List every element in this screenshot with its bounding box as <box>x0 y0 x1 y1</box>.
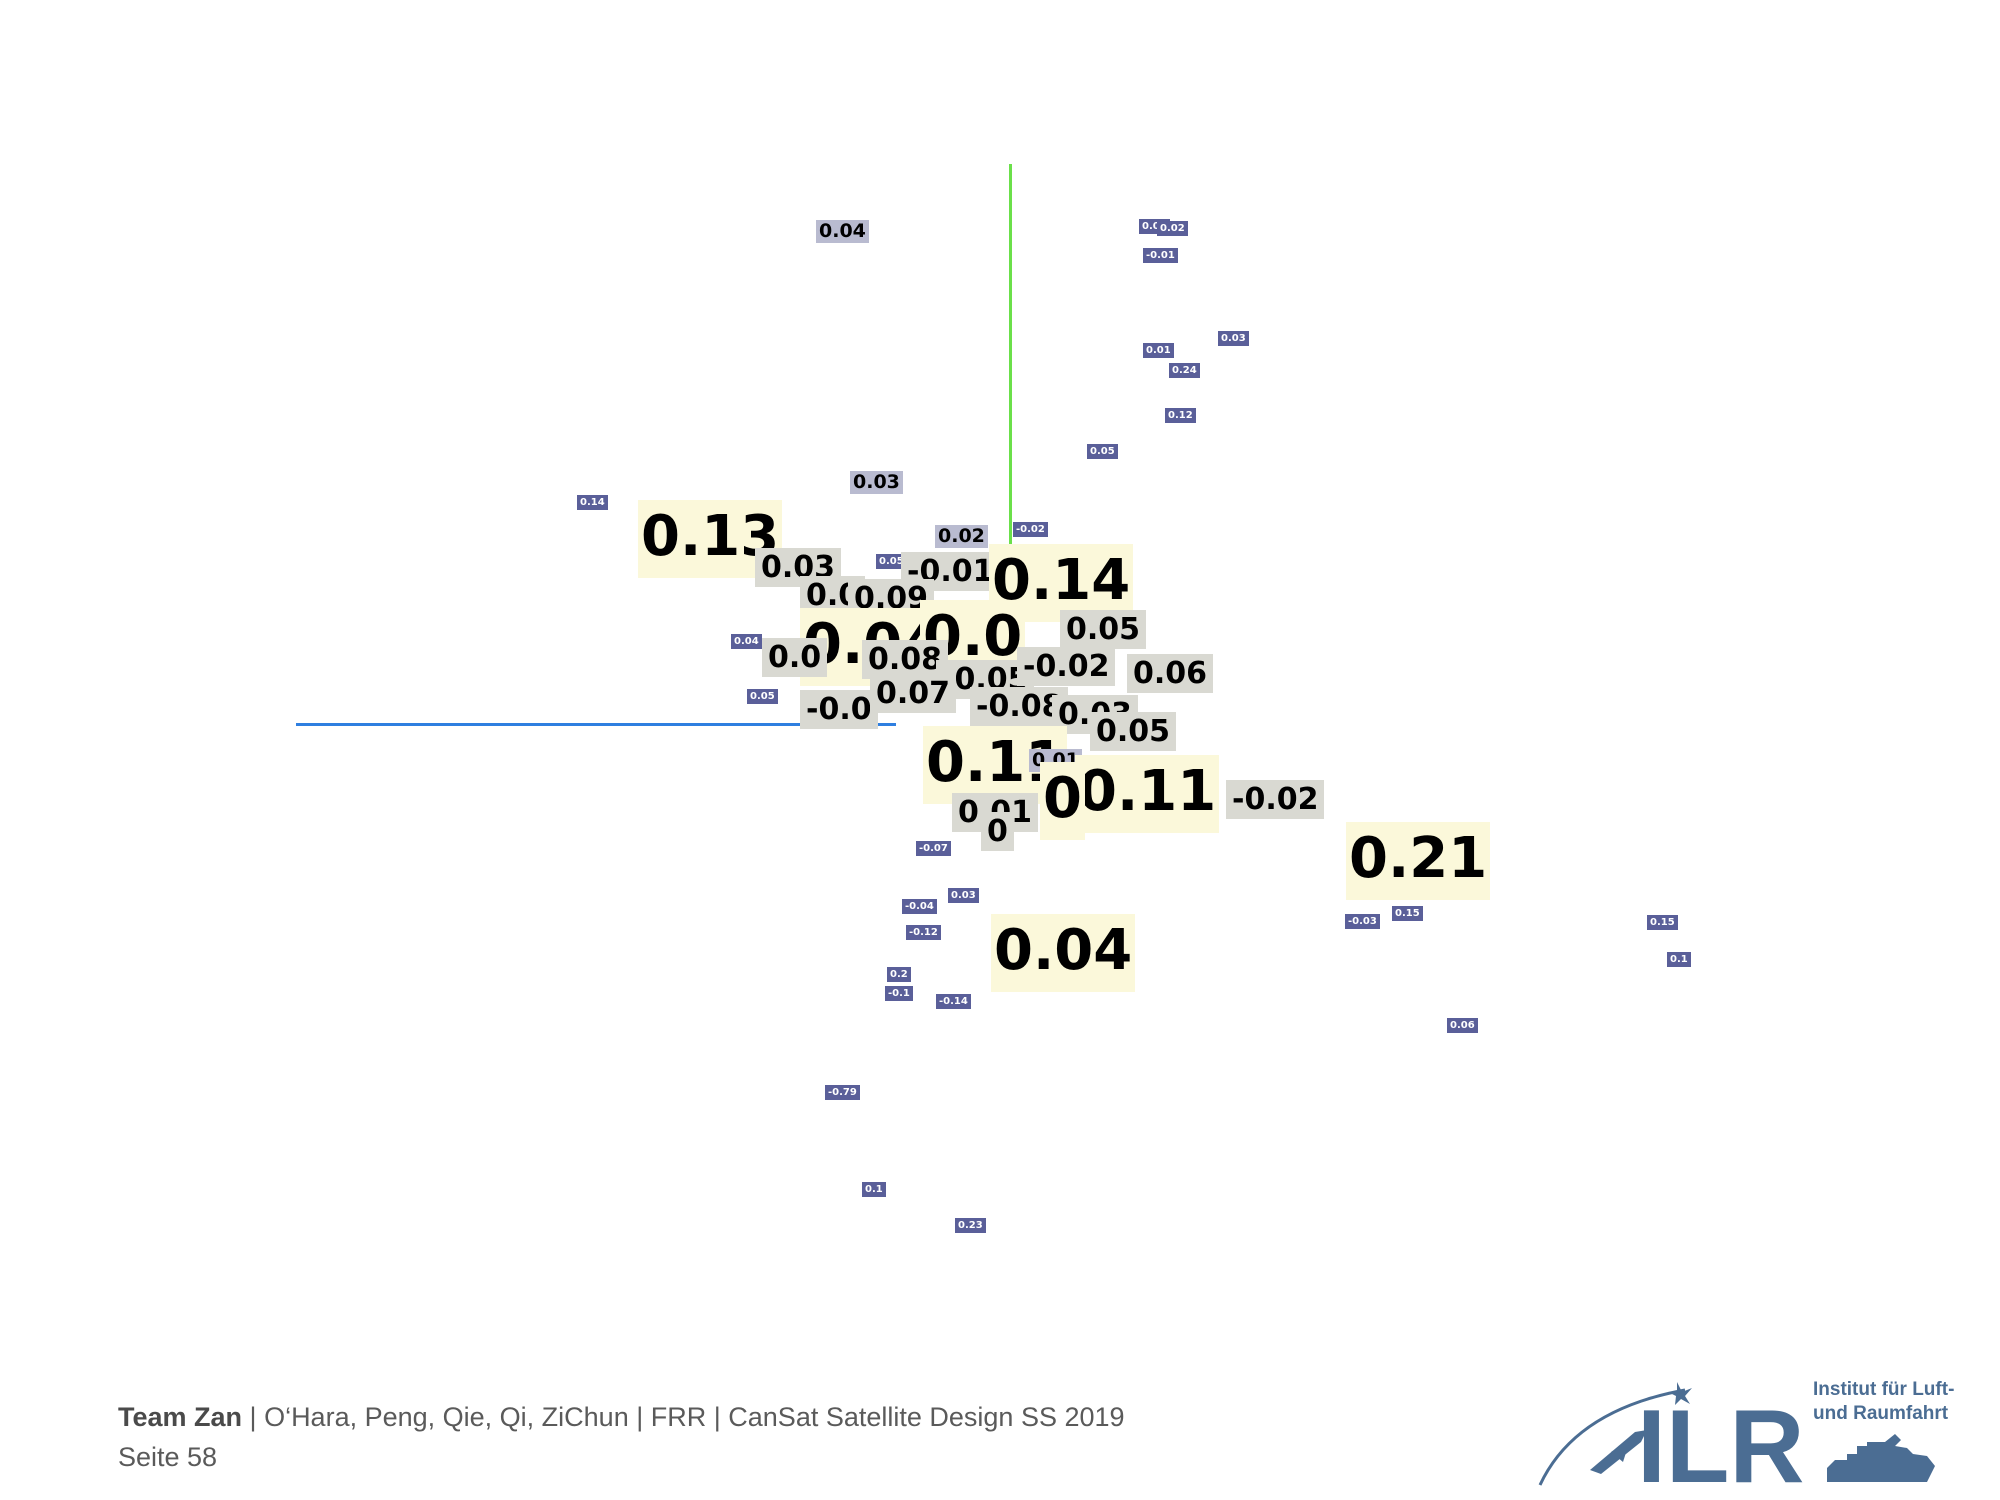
point-label: 0.05 <box>876 554 907 569</box>
y-axis-line <box>1009 164 1012 724</box>
point-label: -0.12 <box>906 925 941 940</box>
point-label: 0.02 <box>935 525 988 548</box>
point-label: 0.05 <box>747 689 778 704</box>
point-label: 0.21 <box>1346 822 1491 900</box>
point-label: -0.03 <box>1345 914 1380 929</box>
slide-footer: Team Zan | O‘Hara, Peng, Qie, Qi, ZiChun… <box>118 1397 1125 1477</box>
point-label: 0.1 <box>1667 952 1691 967</box>
course-title: CanSat Satellite Design SS 2019 <box>728 1402 1125 1432</box>
point-label: 0.1 <box>862 1182 886 1197</box>
point-label: 0.13 <box>638 500 783 578</box>
ilr-logo-graphic: ILR <box>1538 1382 1935 1500</box>
point-label: 0.04 <box>991 914 1136 992</box>
point-label: 0.06 <box>1127 654 1214 693</box>
ilr-logo: ILR Institut für Luft- und Raumfahrt <box>1535 1370 1975 1500</box>
point-label: -0.14 <box>936 994 971 1009</box>
page-number: Seite 58 <box>118 1442 218 1472</box>
building-silhouette-icon <box>1827 1434 1935 1482</box>
point-label: -0.07 <box>916 841 951 856</box>
point-label: 0.0 <box>920 600 1026 678</box>
institute-name: Institut für Luft- und Raumfahrt <box>1813 1378 1954 1426</box>
team-name: Team Zan <box>118 1402 243 1432</box>
footer-credits: Team Zan | O‘Hara, Peng, Qie, Qi, ZiChun… <box>118 1397 1125 1437</box>
point-label: -0.02 <box>1013 522 1048 537</box>
point-label: -0.02 <box>1017 647 1116 686</box>
point-label: 0.03 <box>1218 331 1249 346</box>
plane-wing-icon <box>1611 1440 1630 1462</box>
point-label: -0.79 <box>825 1085 860 1100</box>
orbit-arc <box>1538 1388 1686 1486</box>
footer-separator: | <box>242 1402 265 1432</box>
star-icon <box>1668 1382 1692 1405</box>
point-label: 0.23 <box>955 1218 986 1233</box>
point-label: 0.04 <box>816 220 869 243</box>
point-label: 0.15 <box>1392 906 1423 921</box>
point-label: -0.08 <box>970 687 1069 726</box>
point-label: -0.1 <box>885 986 913 1001</box>
point-label: 0.0 <box>762 638 828 677</box>
point-label: 0.06 <box>1447 1018 1478 1033</box>
point-label: 0.2 <box>887 967 911 982</box>
x-axis-line <box>296 723 896 726</box>
team-members: O‘Hara, Peng, Qie, Qi, ZiChun <box>264 1402 629 1432</box>
institute-line-2: und Raumfahrt <box>1813 1403 1949 1424</box>
point-label: 0.04 <box>731 634 762 649</box>
point-label: 0 <box>981 812 1014 851</box>
point-label: -0.02 <box>1226 780 1325 819</box>
point-label: 0.24 <box>1169 363 1200 378</box>
point-label: 0.15 <box>1647 915 1678 930</box>
point-label: 0.05 <box>1060 610 1147 649</box>
point-label: 0.03 <box>948 888 979 903</box>
point-label: -0.01 <box>1143 248 1178 263</box>
institute-line-1: Institut für Luft- <box>1813 1379 1955 1400</box>
point-label: -0.04 <box>902 899 937 914</box>
department: FRR <box>650 1402 707 1432</box>
point-label: 0.08 <box>862 640 949 679</box>
point-label: 0.05 <box>1087 444 1118 459</box>
point-label: 0.01 <box>1143 343 1174 358</box>
point-label: 0.07 <box>870 674 957 713</box>
point-label: 0 <box>1040 762 1085 840</box>
point-label: 0.05 <box>1090 712 1177 751</box>
point-label: 0.12 <box>1165 408 1196 423</box>
point-label: -0.0 <box>800 690 878 729</box>
footer-separator: | <box>706 1402 729 1432</box>
footer-separator: | <box>628 1402 651 1432</box>
logo-acronym: ILR <box>1637 1389 1805 1490</box>
point-label: 0.02 <box>1157 221 1188 236</box>
point-label: 0.14 <box>577 495 608 510</box>
point-label: 0.03 <box>850 471 903 494</box>
point-label: 0.11 <box>1075 755 1220 833</box>
